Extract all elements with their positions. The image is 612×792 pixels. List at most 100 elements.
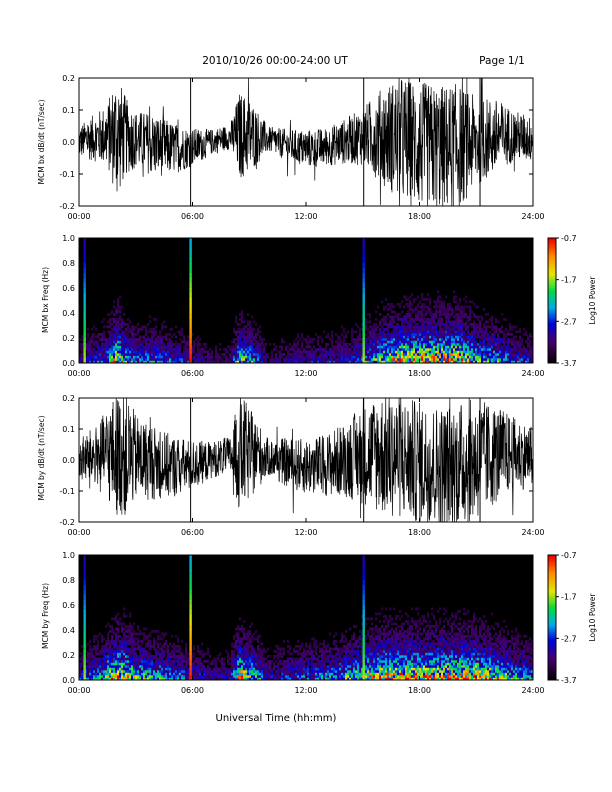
spectrogram-cell: [231, 360, 234, 364]
spectrogram-cell: [97, 672, 100, 676]
spectrogram-cell: [445, 338, 448, 341]
spectrogram-cell: [259, 343, 262, 346]
spectrogram-cell: [145, 627, 148, 631]
spectrogram-cell: [279, 675, 282, 678]
spectrogram-cell: [385, 335, 388, 339]
spectrogram-cell: [273, 677, 276, 681]
spectrogram-cell: [99, 350, 102, 354]
spectrogram-cell: [225, 670, 228, 673]
spectrogram-cell: [467, 320, 470, 324]
spectrogram-cell: [251, 672, 254, 676]
spectrogram-cell: [231, 667, 234, 671]
spectrogram-cell: [235, 350, 238, 354]
spectrogram-cell: [513, 350, 516, 354]
spectrogram-cell: [385, 305, 388, 309]
spectrogram-cell: [125, 360, 128, 364]
spectrogram-cell: [147, 338, 150, 341]
spectrogram-cell: [239, 358, 242, 361]
spectrogram-cell: [275, 360, 278, 364]
spectrogram-cell: [405, 355, 408, 359]
spectrogram-cell: [419, 360, 422, 364]
spectrogram-cell: [371, 325, 374, 329]
spectrogram-cell: [383, 305, 386, 309]
spectrogram-cell: [299, 350, 302, 354]
spectrogram-cell: [185, 343, 188, 346]
spectrogram-cell: [253, 338, 256, 341]
spectrogram-cell: [459, 355, 462, 359]
spectrogram-cell: [315, 355, 318, 359]
spectrogram-cell: [331, 655, 334, 658]
spectrogram-cell: [167, 338, 170, 341]
spectrogram-cell: [247, 667, 250, 671]
spectrogram-cell: [233, 348, 236, 351]
spectrogram-cell: [101, 640, 104, 643]
spectrogram-cell: [409, 323, 412, 326]
spectrogram-cell: [341, 350, 344, 354]
x-tick-label: 18:00: [408, 369, 431, 378]
spectrogram-cell: [351, 328, 354, 331]
spectrogram-cell: [435, 348, 438, 351]
spectrogram-cell: [121, 340, 124, 344]
spectrogram-cell: [331, 353, 334, 356]
spectrogram-cell: [449, 355, 452, 359]
spectrogram-cell: [401, 340, 404, 344]
spectrogram-cell: [117, 637, 120, 641]
spectrogram-cell: [259, 675, 262, 678]
spectrogram-cell: [81, 660, 84, 663]
spectrogram-cell: [443, 328, 446, 331]
spectrogram-cell: [439, 350, 442, 354]
spectrogram-cell: [501, 358, 504, 361]
spectrogram-cell: [235, 665, 238, 668]
spectrogram-cell: [145, 328, 148, 331]
spectrogram-cell: [507, 340, 510, 344]
x-tick-label: 00:00: [67, 369, 90, 378]
spectrogram-cell: [377, 333, 380, 336]
spectrogram-cell: [239, 640, 242, 643]
spectrogram-cell: [161, 645, 164, 648]
spectrogram-cell: [259, 345, 262, 349]
spectrogram-cell: [193, 655, 196, 658]
spectrogram-cell: [303, 338, 306, 341]
spectrogram-cell: [113, 320, 116, 324]
spectrogram-cell: [121, 657, 124, 661]
spectrogram-cell: [129, 360, 132, 364]
spectrogram-cell: [99, 348, 102, 351]
spectrogram-cell: [89, 670, 92, 673]
spectrogram-cell: [277, 655, 280, 658]
spectrogram-cell: [313, 665, 316, 668]
spectrogram-cell: [439, 353, 442, 356]
spectrogram-cell: [191, 345, 194, 349]
spectrogram-cell: [183, 350, 186, 354]
spectrogram-cell: [227, 652, 230, 656]
spectrogram-cell: [399, 325, 402, 329]
spectrogram-cell: [359, 350, 362, 354]
spectrogram-cell: [417, 295, 420, 299]
spectrogram-cell: [343, 360, 346, 364]
spectrogram-cell: [481, 328, 484, 331]
spectrogram-cell: [97, 360, 100, 364]
spectrogram-cell: [261, 353, 264, 356]
by-waveform-xticks: 00:00 06:00 12:00 18:00 24:00: [67, 398, 545, 537]
spectrogram-cell: [257, 640, 260, 643]
spectrogram-cell: [473, 328, 476, 331]
spectrogram-cell: [129, 338, 132, 341]
spectrogram-cell: [239, 350, 242, 354]
spectrogram-cell: [319, 345, 322, 349]
spectrogram-cell: [121, 355, 124, 359]
spectrogram-cell: [167, 670, 170, 673]
spectrogram-cell: [483, 360, 486, 364]
spectrogram-cell: [453, 295, 456, 299]
spectrogram-cell: [355, 340, 358, 344]
spectrogram-cell: [505, 355, 508, 359]
spectrogram-cell: [123, 345, 126, 349]
spectrogram-cell: [495, 345, 498, 349]
spectrogram-cell: [493, 355, 496, 359]
spectrogram-cell: [179, 345, 182, 349]
spectrogram-cell: [205, 667, 208, 671]
spectrogram-cell: [127, 657, 130, 661]
spectrogram-cell: [447, 308, 450, 311]
spectrogram-cell: [451, 330, 454, 334]
spectrogram-cell: [105, 647, 108, 651]
spectrogram-cell: [103, 345, 106, 349]
spectrogram-cell: [501, 350, 504, 354]
